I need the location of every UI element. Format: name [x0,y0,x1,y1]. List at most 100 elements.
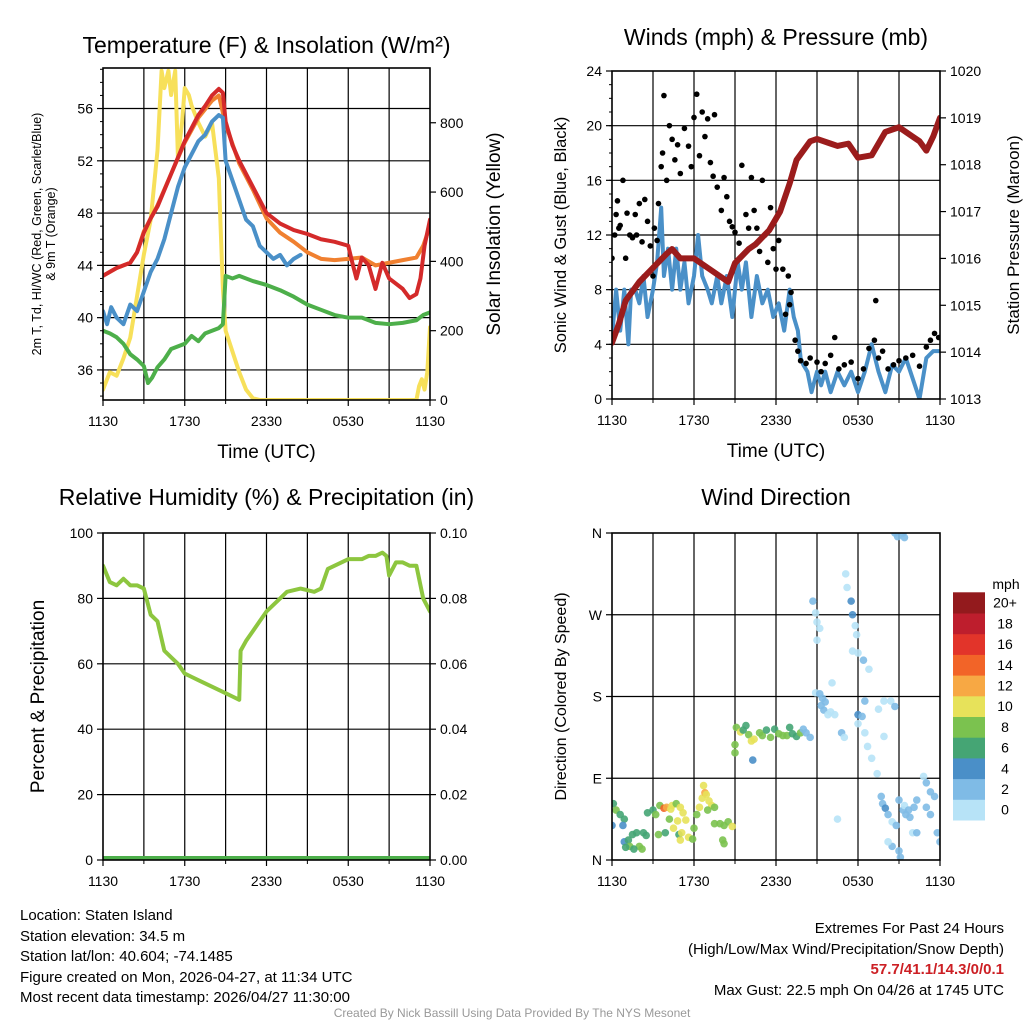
wind-direction-point [654,830,663,839]
gust-point [696,152,703,159]
wind-direction-point [720,839,728,848]
wind-direction-point [922,778,931,787]
wind-direction-point [710,819,719,828]
gust-point [650,273,656,279]
y-right-tick-label: 1015 [950,297,981,313]
gust-point [841,362,848,368]
x-tick-label: 1130 [597,873,627,889]
gust-point [770,245,777,252]
y-right-tick-label: 400 [440,253,464,269]
y-tick-label: 0 [594,391,602,407]
wind-direction-point [785,723,794,732]
wind-direction-point [874,705,883,714]
y-tick-label: 80 [77,590,93,606]
gust-point [927,337,934,344]
wind-direction-point [809,597,817,605]
colorbar-label: 12 [997,677,1013,693]
wind-direction-point [887,697,895,705]
colorbar-swatch [953,592,985,614]
dew-point-line [103,273,430,386]
wind-direction-point [612,821,616,830]
wind-direction-point [638,845,646,853]
wind-direction-point [840,733,849,742]
wind-direction-point [877,792,886,801]
gust-point [751,207,757,214]
gust-point [875,355,882,361]
wind-direction-point [624,836,633,844]
y-tick-label: 36 [77,362,93,378]
x-tick-label: 0530 [333,413,364,429]
wind-direction-point [843,583,851,592]
y-tick-label: 0 [85,852,93,868]
station-pressure-line [612,114,940,346]
colorbar-swatch [953,757,985,780]
wind-direction-point [926,810,935,819]
gust-point [896,357,902,364]
wind-direction-point [895,847,903,855]
wind-direction-point [919,772,928,781]
y-axis-label: Direction (Colored By Speed) [553,592,570,800]
gust-point [767,204,774,211]
wind-direction-point [859,656,868,664]
wind-direction-point [847,597,855,605]
gust-point [685,143,692,149]
wind-direction-point [682,816,690,824]
colorbar-label: 2 [1001,781,1009,797]
y-axis-label: 2m T, Td, HI/WC (Red, Green, Scarlet/Blu… [30,113,44,356]
colorbar: mph 0 2 4 6 8 10 12 14 16 18 20+ [953,576,1020,821]
y-right-axis-label: Station Pressure (Maroon) [1004,135,1023,334]
colorbar-swatch [953,716,985,738]
wind-direction-point [813,636,821,644]
gust-point [718,207,725,214]
plot-area [103,68,430,400]
y-tick-label: 40 [77,721,93,737]
recent-data-text: Most recent data timestamp: 2026/04/27 1… [20,989,350,1006]
wind-direction-point [904,806,913,814]
colorbar-swatch [953,737,985,759]
wind-direction-point [933,828,940,837]
gust-point [855,375,861,382]
colorbar-label: 16 [997,636,1013,652]
gust-point [909,352,916,359]
wind-direction-point [673,817,682,825]
x-tick-label: 1730 [169,413,200,429]
extremes-info: Extremes For Past 24 Hours (High/Low/Max… [688,919,1004,1001]
wind-direction-point [676,836,685,844]
wind-direction-point [922,803,931,812]
gust-point [765,259,771,266]
gust-point [782,311,789,318]
wind-direction-point [833,815,842,823]
x-tick-label: 1730 [678,412,709,428]
gust-point [903,355,909,361]
gust-point [732,229,738,236]
y-tick-label: S [593,689,602,705]
wind-direction-point [742,721,750,730]
gust-point [866,345,872,352]
gust-point [624,210,630,216]
chart-0: Temperature (F) & Insolation (W/m²) 36 40 4… [30,32,505,463]
wind-direction-point [661,828,670,837]
wind-direction-point [912,828,921,837]
plot-frame [611,70,941,400]
x-tick-label: 1130 [415,873,445,889]
y-tick-label: 52 [77,153,93,169]
x-tick-label: 0530 [333,873,364,889]
wind-direction-point [936,838,940,846]
gust-point [681,125,688,132]
wind-direction-point [630,845,638,853]
gust-point [792,337,798,344]
wind-direction-point [766,733,775,742]
gust-point [759,177,766,184]
y-right-tick-label: 1014 [950,344,981,360]
gust-point [773,266,779,272]
y-axis-label: Percent & Precipitation [28,600,49,793]
y-tick-label: 100 [70,525,94,541]
gust-point [872,297,879,304]
y-right-axis-label: Solar Insolation (Yellow) [484,132,505,335]
y-right-tick-label: 0.04 [440,721,467,737]
y-tick-label: 24 [586,63,602,79]
plot-frame [611,532,941,861]
x-tick-label: 2330 [251,873,282,889]
gust-point [651,225,658,231]
wind-direction-point [906,813,914,822]
